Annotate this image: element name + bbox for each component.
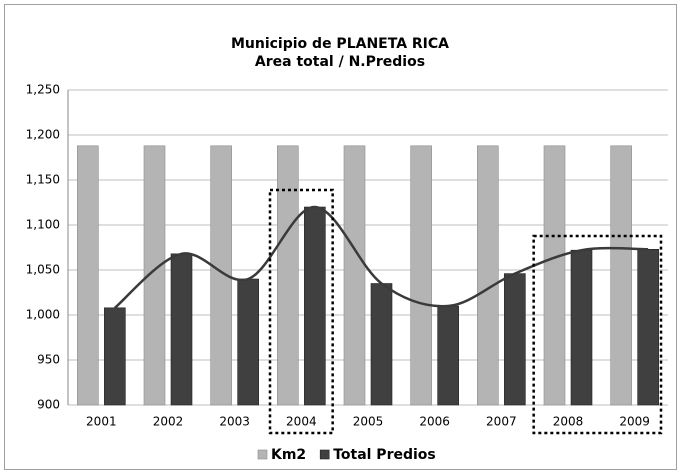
- y-tick-label: 900: [37, 398, 60, 412]
- legend-label: Km2: [271, 447, 306, 463]
- bar: [237, 278, 259, 406]
- legend-swatch: [319, 449, 330, 460]
- chart-title: Municipio de PLANETA RICA: [231, 36, 449, 52]
- highlight-box: [268, 188, 334, 435]
- x-tick-label: 2002: [153, 415, 184, 429]
- bar: [104, 307, 126, 406]
- x-tick-label: 2009: [619, 415, 650, 429]
- bar: [410, 145, 432, 406]
- bar: [143, 145, 166, 406]
- x-tick-label: 2004: [286, 415, 317, 429]
- y-tick-label: 1,150: [26, 173, 60, 187]
- bar: [637, 249, 659, 406]
- bar: [477, 145, 499, 406]
- y-tick-label: 1,200: [26, 128, 60, 142]
- bar: [570, 249, 593, 406]
- bar: [77, 145, 99, 406]
- bar: [543, 145, 566, 406]
- legend-swatch: [257, 449, 268, 460]
- x-tick-label: 2007: [486, 415, 517, 429]
- bar: [343, 145, 366, 406]
- bar: [170, 253, 193, 406]
- x-tick-label: 2003: [219, 415, 250, 429]
- y-tick-label: 1,100: [26, 218, 60, 232]
- x-tick-label: 2001: [86, 415, 117, 429]
- y-tick-label: 1,050: [26, 263, 60, 277]
- x-tick-label: 2006: [419, 415, 450, 429]
- bar: [610, 145, 632, 406]
- chart-subtitle: Area total / N.Predios: [255, 54, 425, 70]
- trend-line: [114, 205, 649, 309]
- bar: [210, 145, 232, 406]
- x-tick-label: 2008: [553, 415, 584, 429]
- bar: [437, 305, 459, 406]
- bar: [304, 206, 326, 406]
- y-tick-label: 1,000: [26, 308, 60, 322]
- y-tick-label: 1,250: [26, 83, 60, 97]
- bar: [370, 283, 393, 406]
- bar: [504, 273, 526, 406]
- bar: [277, 145, 299, 406]
- x-tick-label: 2005: [353, 415, 384, 429]
- legend-label: Total Predios: [333, 447, 436, 463]
- y-tick-label: 950: [37, 353, 60, 367]
